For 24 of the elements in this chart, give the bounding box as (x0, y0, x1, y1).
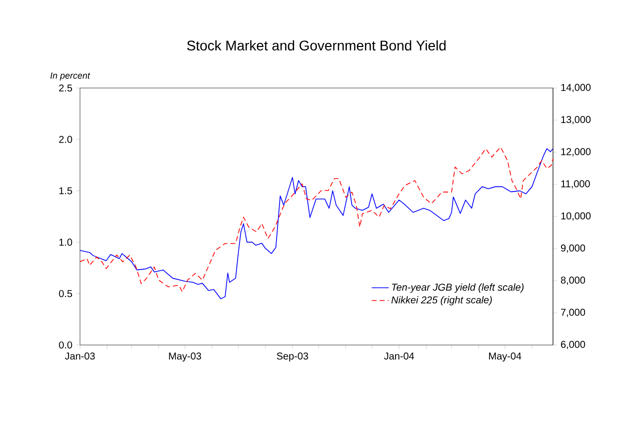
x-tick-label: May-04 (489, 352, 522, 362)
legend-label: Nikkei 225 (right scale) (391, 296, 492, 306)
y2-tick-label: 7,000 (561, 308, 586, 317)
y-tick-label: 1.0 (59, 238, 72, 246)
y-tick-label: 1.5 (59, 187, 72, 194)
y-tick-label: 2.0 (59, 136, 72, 143)
chart-title: Stock Market and Government Bond Yield (187, 40, 446, 51)
y2-tick-label: 9,000 (560, 244, 586, 253)
y2-tick-label: 11,000 (561, 180, 590, 188)
legend-label: Ten-year JGB yield (left scale) (392, 283, 524, 293)
y-axis-title: In percent (50, 72, 90, 80)
y2-tick-label: 8,000 (560, 276, 586, 285)
x-tick-label: Jan-03 (64, 352, 95, 360)
x-tick-label: Jan-04 (384, 352, 414, 360)
y-tick-label: 0.0 (59, 341, 72, 349)
y2-tick-label: 10,000 (561, 212, 591, 221)
y2-tick-label: 12,000 (561, 148, 591, 156)
y2-tick-label: 14,000 (561, 84, 591, 92)
x-tick-label: May-03 (169, 352, 202, 362)
x-tick-label: Sep-03 (276, 352, 308, 362)
y-tick-label: 0.5 (59, 290, 72, 298)
y2-tick-label: 6,000 (561, 340, 586, 350)
y2-tick-label: 13,000 (561, 116, 591, 124)
y-tick-label: 2.5 (59, 84, 72, 92)
